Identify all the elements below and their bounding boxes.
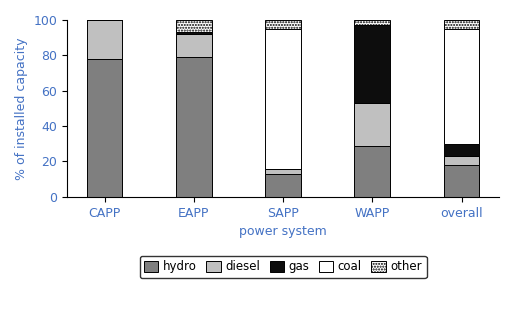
Bar xyxy=(176,32,212,34)
Bar xyxy=(444,165,480,197)
Bar xyxy=(355,25,390,103)
Bar xyxy=(176,34,212,57)
Bar xyxy=(87,59,122,197)
Bar xyxy=(265,29,301,169)
Bar xyxy=(444,144,480,156)
Bar xyxy=(355,20,390,25)
X-axis label: power system: power system xyxy=(239,225,327,238)
Bar xyxy=(265,174,301,197)
Bar xyxy=(87,20,122,59)
Legend: hydro, diesel, gas, coal, other: hydro, diesel, gas, coal, other xyxy=(140,256,427,278)
Bar xyxy=(444,29,480,144)
Bar xyxy=(355,146,390,197)
Bar xyxy=(265,20,301,29)
Y-axis label: % of installed capacity: % of installed capacity xyxy=(15,37,28,180)
Bar xyxy=(176,20,212,32)
Bar xyxy=(444,156,480,165)
Bar xyxy=(444,20,480,29)
Bar xyxy=(176,57,212,197)
Bar xyxy=(265,169,301,174)
Bar xyxy=(355,103,390,146)
